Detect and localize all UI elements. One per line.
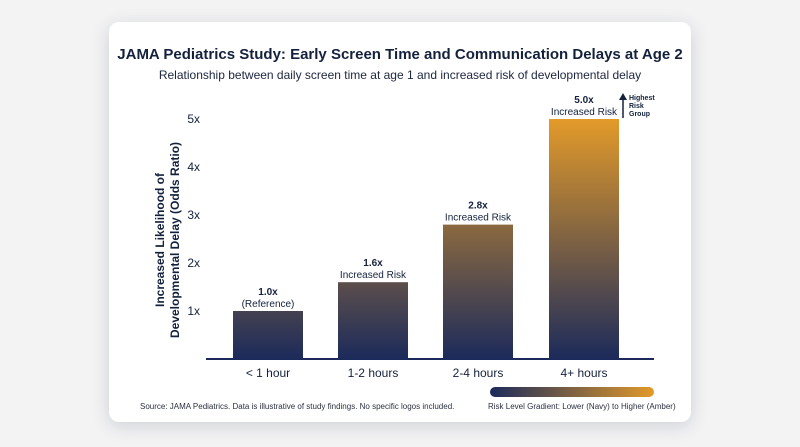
bar-sub-label: Increased Risk — [551, 107, 618, 118]
bar-value-label: 2.8x — [468, 201, 488, 212]
bar — [233, 311, 303, 359]
x-tick-label: 2-4 hours — [453, 366, 504, 380]
y-axis-label: Increased Likelihood ofDevelopmental Del… — [153, 142, 182, 338]
bar-sub-label: Increased Risk — [445, 213, 512, 224]
risk-gradient-legend — [490, 387, 654, 397]
y-tick-label: 3x — [187, 208, 200, 222]
chart-subtitle: Relationship between daily screen time a… — [158, 68, 642, 82]
bar-sub-label: Increased Risk — [340, 270, 407, 281]
y-tick-label: 1x — [187, 304, 200, 318]
y-axis-title: Increased Likelihood ofDevelopmental Del… — [153, 142, 182, 338]
y-axis-ticks: 1x 2x 3x 4x 5x — [187, 112, 200, 318]
bar — [549, 119, 619, 359]
y-tick-label: 4x — [187, 160, 200, 174]
bar-value-label: 1.6x — [363, 258, 383, 269]
bar — [338, 282, 408, 359]
source-note: Source: JAMA Pediatrics. Data is illustr… — [140, 402, 455, 411]
x-tick-label: < 1 hour — [246, 366, 290, 380]
x-tick-label: 4+ hours — [560, 366, 607, 380]
legend-label: Risk Level Gradient: Lower (Navy) to Hig… — [488, 402, 676, 411]
y-tick-label: 5x — [187, 112, 200, 126]
x-axis-labels: < 1 hour 1-2 hours 2-4 hours 4+ hours — [246, 366, 608, 380]
bar-value-label: 1.0x — [258, 287, 278, 298]
chart-title: JAMA Pediatrics Study: Early Screen Time… — [117, 46, 683, 63]
highest-risk-annotation: Highest Risk Group — [619, 93, 655, 118]
y-tick-label: 2x — [187, 256, 200, 270]
bar-sub-label: (Reference) — [242, 299, 295, 310]
bar — [443, 224, 513, 359]
arrow-head-icon — [619, 93, 627, 100]
bar-value-label: 5.0x — [574, 95, 594, 106]
x-tick-label: 1-2 hours — [348, 366, 399, 380]
annotation-text: Highest Risk Group — [629, 95, 655, 118]
